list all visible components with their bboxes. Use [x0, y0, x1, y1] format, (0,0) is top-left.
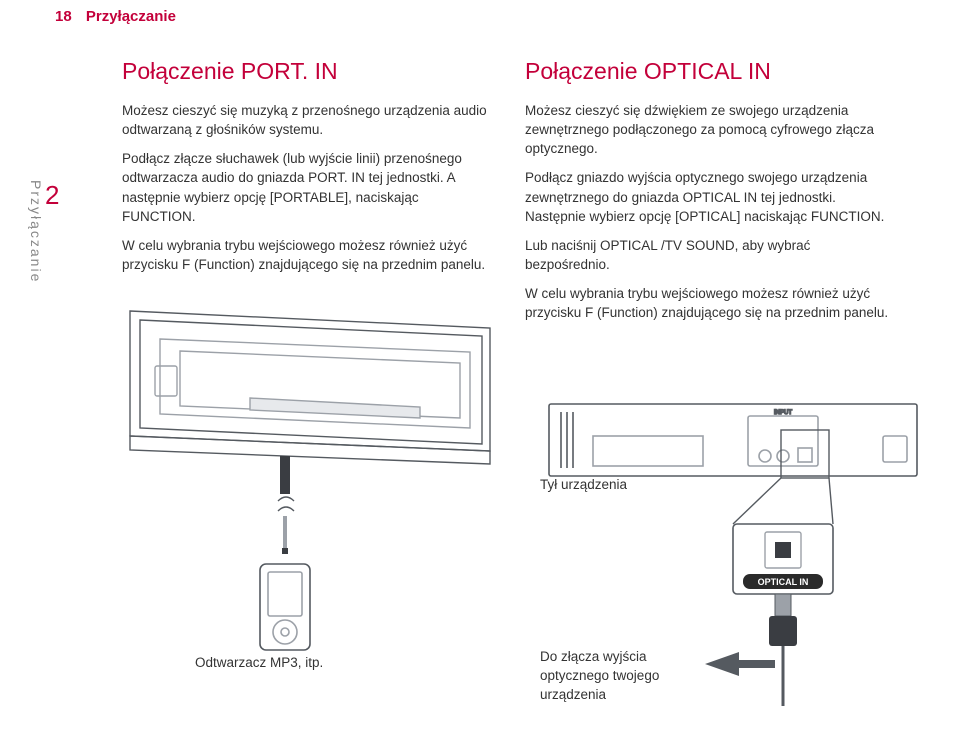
left-p3: W celu wybrania trybu wejściowego możesz… [122, 236, 492, 274]
mp3-caption: Odtwarzacz MP3, itp. [195, 655, 335, 670]
right-p1: Możesz cieszyć się dźwiękiem ze swojego … [525, 101, 895, 158]
right-p3: Lub naciśnij OPTICAL /TV SOUND, aby wybr… [525, 236, 895, 274]
right-p4: W celu wybrania trybu wejściowego możesz… [525, 284, 895, 322]
side-chapter-label: 2 Przyłączanie [28, 180, 59, 283]
left-illustration [120, 306, 495, 666]
page-header: 18 Przyłączanie [55, 8, 176, 25]
optical-in-label: OPTICAL IN [758, 577, 809, 587]
panel-text-input: INPUT [774, 410, 792, 416]
optical-caption: Do złącza wyjścia optycznego twojego urz… [540, 648, 690, 705]
rear-caption: Tył urządzenia [540, 477, 690, 492]
left-column: Połączenie PORT. IN Możesz cieszyć się m… [122, 58, 492, 284]
left-p1: Możesz cieszyć się muzyką z przenośnego … [122, 101, 492, 139]
page-number: 18 [55, 8, 72, 25]
header-section: Przyłączanie [86, 8, 176, 25]
right-column: Połączenie OPTICAL IN Możesz cieszyć się… [525, 58, 895, 333]
chapter-number: 2 [45, 180, 59, 211]
right-p2: Podłącz gniazdo wyjścia optycznego swoje… [525, 168, 895, 225]
left-p2: Podłącz złącze słuchawek (lub wyjście li… [122, 149, 492, 226]
chapter-text: Przyłączanie [28, 180, 44, 283]
left-title: Połączenie PORT. IN [122, 58, 492, 85]
right-title: Połączenie OPTICAL IN [525, 58, 895, 85]
